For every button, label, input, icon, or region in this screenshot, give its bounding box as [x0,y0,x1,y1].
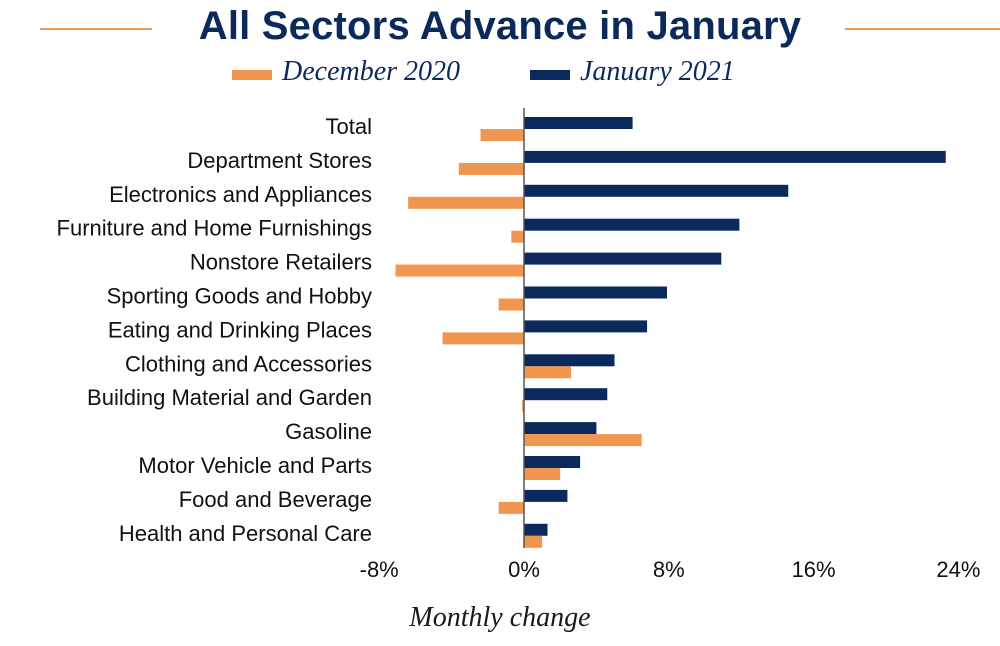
bar-december-2020-gasoline [524,434,642,447]
bar-january-2021-nonstore-retailers [524,252,722,265]
category-label-building-material-and-garden: Building Material and Garden [87,385,372,410]
x-axis-label: Monthly change [409,602,591,633]
title-rule-right [845,28,1000,30]
legend: December 2020 January 2021 [0,56,1000,92]
category-label-electronics-and-appliances: Electronics and Appliances [109,182,372,207]
bar-december-2020-sporting-goods-and-hobby [498,298,524,311]
bar-december-2020-department-stores [458,162,524,175]
category-label-gasoline: Gasoline [285,419,372,444]
bar-december-2020-motor-vehicle-and-parts [524,468,561,480]
bar-december-2020-total [480,129,524,141]
bar-january-2021-eating-and-drinking-places [524,320,648,333]
legend-swatch-december-2020 [232,70,272,80]
category-label-total: Total [326,114,372,139]
category-label-clothing-and-accessories: Clothing and Accessories [125,351,372,376]
legend-swatch-january-2021 [530,70,570,80]
chart-title: All Sectors Advance in January [198,4,802,48]
x-tick-label-16pct: 16% [792,557,836,582]
category-label-department-stores: Department Stores [187,148,372,173]
category-label-health-and-personal-care: Health and Personal Care [119,521,372,546]
bar-january-2021-electronics-and-appliances [524,184,789,197]
x-tick-label-8pct: 8% [653,557,685,582]
bar-january-2021-total [524,117,633,129]
category-label-eating-and-drinking-places: Eating and Drinking Places [108,317,372,342]
bar-chart: Total Department Stores Electronics and Ap… [57,108,980,582]
x-tick-label-8pct: -8% [360,557,399,582]
bar-january-2021-food-and-beverage [524,489,568,502]
bar-january-2021-clothing-and-accessories [524,354,615,367]
bar-december-2020-nonstore-retailers [395,264,524,277]
bar-december-2020-health-and-personal-care [524,535,543,548]
bar-december-2020-furniture-and-home-furnishings [511,230,524,243]
bar-december-2020-building-material-and-garden [522,400,524,413]
category-label-sporting-goods-and-hobby: Sporting Goods and Hobby [107,284,372,309]
bar-january-2021-department-stores [524,150,946,163]
bar-december-2020-electronics-and-appliances [408,196,524,209]
bar-january-2021-sporting-goods-and-hobby [524,286,667,299]
legend-label-december-2020: December 2020 [282,56,461,87]
bar-january-2021-health-and-personal-care [524,523,548,536]
bar-december-2020-clothing-and-accessories [524,366,572,379]
bar-december-2020-food-and-beverage [498,501,524,514]
category-label-food-and-beverage: Food and Beverage [179,487,372,512]
x-tick-label-24pct: 24% [936,557,980,582]
category-label-nonstore-retailers: Nonstore Retailers [190,250,372,275]
bar-january-2021-motor-vehicle-and-parts [524,456,581,468]
category-label-motor-vehicle-and-parts: Motor Vehicle and Parts [138,453,372,478]
legend-label-january-2021: January 2021 [580,56,735,87]
bar-january-2021-furniture-and-home-furnishings [524,218,740,231]
title-rule-left [40,28,152,30]
bar-january-2021-gasoline [524,422,597,435]
bar-december-2020-eating-and-drinking-places [442,332,524,345]
bar-january-2021-building-material-and-garden [524,388,608,401]
category-label-furniture-and-home-furnishings: Furniture and Home Furnishings [57,216,372,241]
x-tick-label-0pct: 0% [508,557,540,582]
